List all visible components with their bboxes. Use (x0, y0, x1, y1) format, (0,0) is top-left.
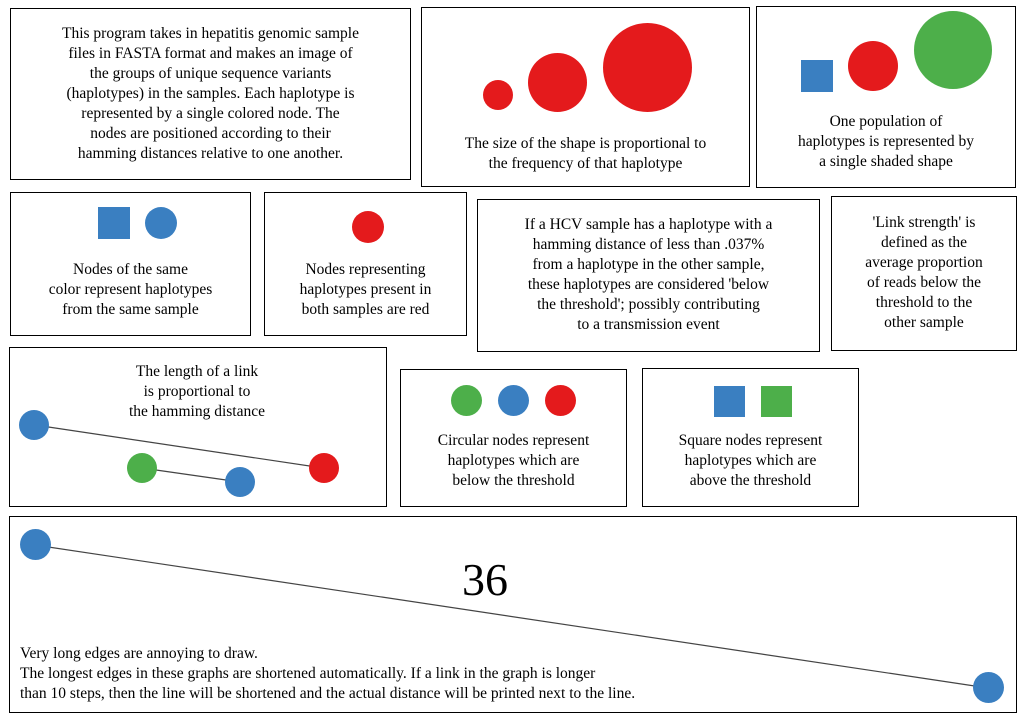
intro-text: This program takes in hepatitis genomic … (61, 25, 359, 162)
circular-panel: Circular nodes represent haplotypes whic… (400, 369, 627, 507)
link-length-panel: The length of a link is proportional to … (9, 347, 387, 507)
population-text: One population of haplotypes is represen… (797, 113, 975, 170)
population-panel: One population of haplotypes is represen… (756, 6, 1016, 188)
threshold-text: If a HCV sample has a haplotype with a h… (524, 216, 773, 333)
link-lines (34, 424, 324, 483)
blue-circle-icon (225, 467, 255, 497)
blue-circle-icon (145, 207, 177, 239)
circular-text: Circular nodes represent haplotypes whic… (437, 432, 590, 489)
red-nodes-text: Nodes representing haplotypes present in… (299, 261, 432, 318)
blue-square-icon (98, 207, 130, 239)
intro-panel: This program takes in hepatitis genomic … (10, 8, 411, 180)
red-circle-icon (545, 385, 576, 416)
size-panel: The size of the shape is proportional to… (421, 7, 750, 187)
red-circle-icon (848, 41, 898, 91)
blue-circle-icon (973, 672, 1004, 703)
same-color-panel: Nodes of the same color represent haplot… (10, 192, 251, 336)
square-panel: Square nodes represent haplotypes which … (642, 368, 859, 507)
blue-square-icon (801, 60, 833, 92)
same-color-text: Nodes of the same color represent haplot… (48, 261, 213, 318)
green-circle-icon (914, 11, 992, 89)
red-circle-small-icon (483, 80, 513, 110)
blue-circle-icon (19, 410, 49, 440)
green-circle-icon (127, 453, 157, 483)
link-strength-panel: 'Link strength' is defined as the averag… (831, 196, 1017, 351)
long-edge-panel: 36 Very long edges are annoying to draw.… (9, 516, 1017, 713)
blue-square-icon (714, 386, 745, 417)
red-nodes-panel: Nodes representing haplotypes present in… (264, 192, 467, 336)
size-text: The size of the shape is proportional to… (464, 135, 707, 172)
green-square-icon (761, 386, 792, 417)
threshold-panel: If a HCV sample has a haplotype with a h… (477, 199, 820, 352)
red-circle-icon (352, 211, 384, 243)
blue-circle-icon (20, 529, 51, 560)
red-circle-large-icon (603, 23, 692, 112)
red-circle-icon (309, 453, 339, 483)
long-edge-line (34, 544, 989, 689)
long-edge-text: Very long edges are annoying to draw. Th… (20, 645, 636, 702)
link-length-text: The length of a link is proportional to … (128, 363, 266, 420)
square-text: Square nodes represent haplotypes which … (678, 432, 823, 489)
green-circle-icon (451, 385, 482, 416)
red-circle-medium-icon (528, 53, 587, 112)
blue-circle-icon (498, 385, 529, 416)
distance-label: 36 (462, 554, 508, 605)
link-strength-text: 'Link strength' is defined as the averag… (865, 214, 983, 331)
